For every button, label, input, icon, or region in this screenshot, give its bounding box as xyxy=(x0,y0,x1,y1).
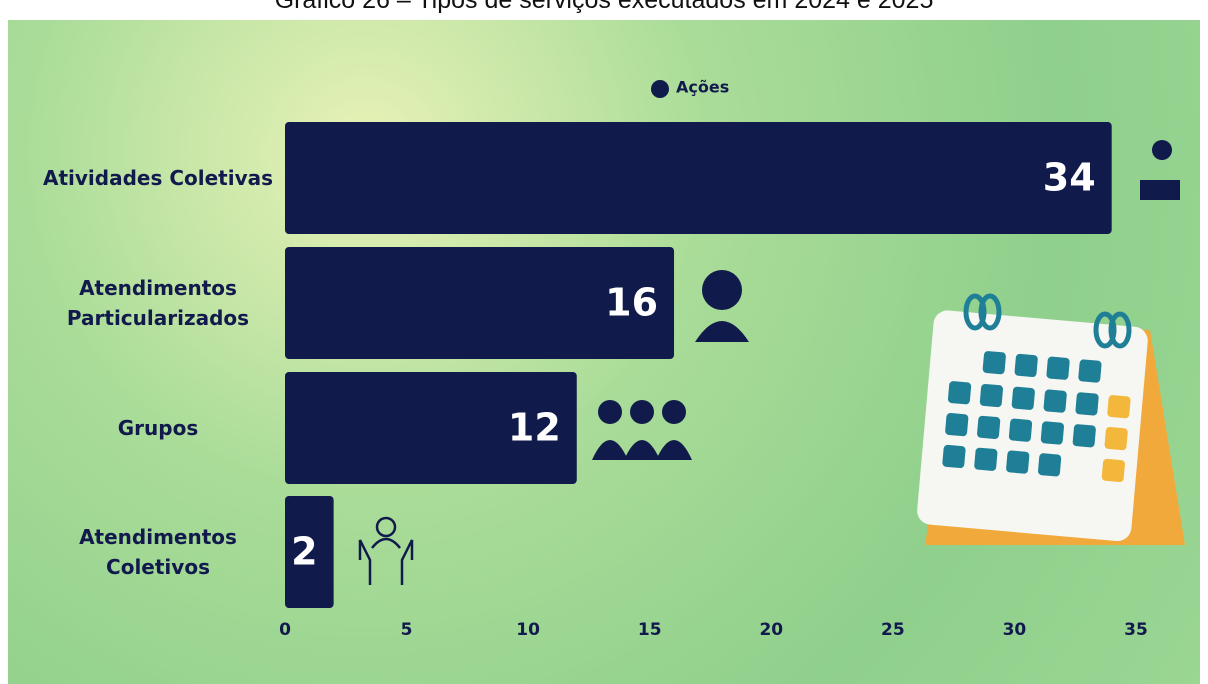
x-tick-label: 20 xyxy=(759,620,783,640)
chart-title: Gráfico 26 – Tipos de serviços executado… xyxy=(0,0,1208,15)
x-tick-label: 30 xyxy=(1003,620,1027,640)
y-tick-label: Atendimentos Coletivos xyxy=(38,522,278,582)
y-tick-label: Grupos xyxy=(38,413,278,443)
value-label: 12 xyxy=(508,406,561,450)
x-tick-label: 35 xyxy=(1124,620,1148,640)
legend-marker xyxy=(651,80,669,98)
x-tick-label: 0 xyxy=(279,620,291,640)
chart-panel: 0 5 10 15 20 25 30 35 Ações 34 16 12 2 Atividades Co… xyxy=(8,20,1200,684)
y-tick-label: Atividades Coletivas xyxy=(38,163,278,193)
x-tick-label: 10 xyxy=(516,620,540,640)
value-label: 16 xyxy=(605,281,658,325)
x-tick-label: 5 xyxy=(401,620,413,640)
y-tick-label: Atendimentos Particularizados xyxy=(33,273,283,333)
bar xyxy=(285,122,1112,234)
value-label: 34 xyxy=(1043,156,1096,200)
value-label: 2 xyxy=(291,530,317,574)
x-tick-label: 25 xyxy=(881,620,905,640)
chart: 0 5 10 15 20 25 30 35 Ações 34 16 12 2 xyxy=(8,20,1200,684)
icon-hands xyxy=(360,518,412,585)
x-tick-label: 15 xyxy=(638,620,662,640)
legend-label: Ações xyxy=(676,78,729,97)
page: {"chart_data": {"type": "bar", "orientat… xyxy=(0,0,1208,684)
